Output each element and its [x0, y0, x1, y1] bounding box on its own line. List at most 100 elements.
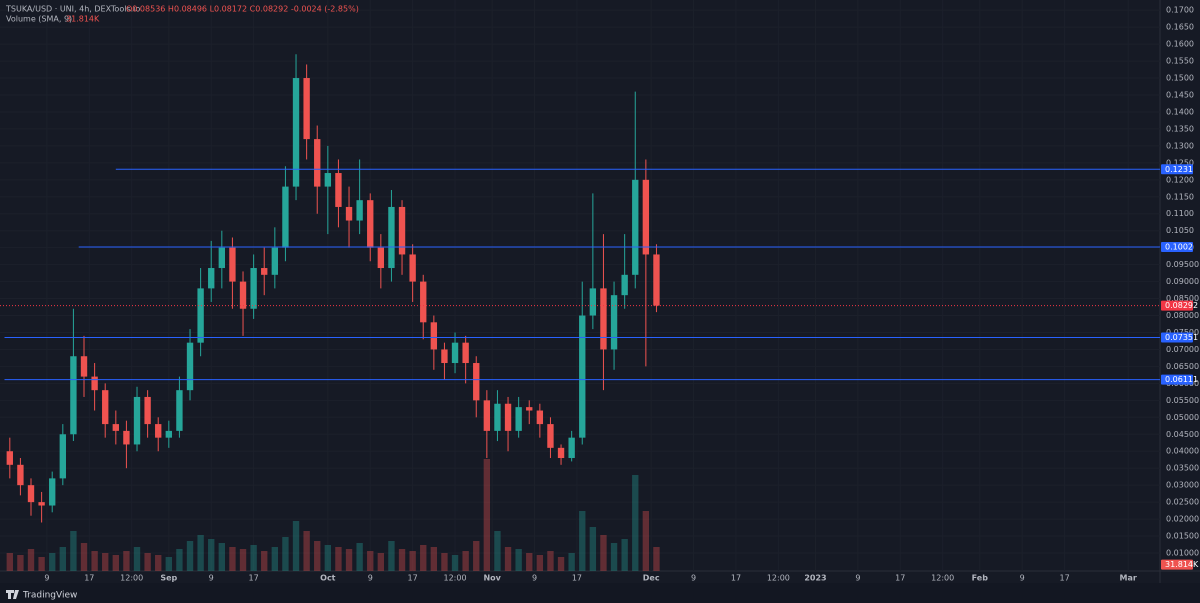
x-tick-label: 9	[209, 574, 214, 583]
volume-bar	[430, 547, 438, 571]
candle-body	[377, 247, 385, 269]
y-tick-label: 0.02000	[1166, 515, 1199, 524]
y-tick-label: 0.08500	[1166, 294, 1199, 303]
volume-bar	[515, 549, 522, 571]
level-label: 0.1231	[1165, 165, 1193, 174]
volume-bar	[186, 541, 194, 571]
ohlc-info: O0.08536 H0.08496 L0.08172 C0.08292 -0.0…	[126, 5, 359, 14]
y-tick-label: 0.1100	[1166, 209, 1194, 218]
volume-bar	[377, 553, 385, 571]
candle-body	[112, 424, 119, 431]
candle-body	[536, 410, 544, 425]
candle-body	[409, 254, 416, 282]
volume-bar	[49, 553, 56, 571]
candle-body	[59, 434, 66, 479]
volume-bar	[632, 475, 639, 571]
y-tick-label: 0.1250	[1166, 158, 1194, 167]
volume-bar	[420, 545, 427, 571]
candle-body	[345, 206, 353, 221]
y-tick-label: 0.06500	[1166, 362, 1199, 371]
candle-body	[123, 430, 130, 445]
x-tick-label: Sep	[160, 574, 177, 583]
candle-body	[282, 186, 289, 248]
last-price-label: 0.08292	[1165, 301, 1198, 310]
volume-bar	[261, 551, 268, 571]
volume-bar	[409, 551, 416, 571]
x-tick-label: 9	[691, 574, 696, 583]
y-tick-label: 0.1050	[1166, 226, 1194, 235]
brand[interactable]: TradingView	[22, 591, 77, 601]
level-label-box	[1161, 241, 1193, 252]
candle-body	[526, 407, 533, 411]
volume-bar	[547, 551, 554, 571]
x-tick-label: Mar	[1120, 574, 1137, 583]
volume-bar	[653, 547, 660, 571]
candle-body	[430, 322, 438, 350]
y-tick-label: 0.1350	[1166, 124, 1194, 133]
candle-body	[642, 179, 650, 255]
symbol-info: TSUKA/USD · UNI, 4h, DEXTools.io	[5, 5, 140, 14]
x-tick-label: Nov	[483, 574, 501, 583]
candle-body	[367, 200, 374, 248]
candle-body	[261, 268, 268, 275]
y-tick-label: 0.02500	[1166, 498, 1199, 507]
candle-body	[388, 206, 395, 269]
volume-bar	[292, 521, 300, 571]
volume-bar	[218, 543, 226, 571]
volume-bar	[239, 549, 247, 571]
volume-bar	[133, 547, 141, 571]
candle-body	[356, 200, 363, 221]
volume-bar	[568, 553, 575, 571]
y-tick-label: 0.1700	[1166, 6, 1194, 15]
x-tick-label: 2023	[804, 574, 826, 583]
x-tick-label: 9	[532, 574, 537, 583]
candle-body	[271, 247, 279, 275]
x-tick-label: 12:00	[444, 574, 467, 583]
y-tick-label: 0.03000	[1166, 481, 1199, 490]
y-tick-label: 0.1550	[1166, 57, 1194, 66]
x-tick-label: 17	[731, 574, 741, 583]
volume-bar	[335, 547, 342, 571]
candle-body	[229, 247, 236, 282]
candle-body	[557, 447, 565, 459]
candle-body	[483, 400, 491, 431]
volume-bar	[610, 543, 618, 571]
level-label: 0.06111	[1165, 375, 1198, 384]
volume-bar	[504, 547, 512, 571]
y-tick-label: 0.1300	[1166, 141, 1194, 150]
candle-body	[197, 288, 204, 343]
candle-body	[441, 349, 448, 364]
volume-bar	[642, 511, 650, 571]
y-tick-label: 0.09000	[1166, 277, 1199, 286]
candle-body	[335, 173, 342, 207]
candle-body	[568, 437, 575, 459]
y-tick-label: 0.09500	[1166, 260, 1199, 269]
candle-body	[292, 78, 300, 187]
volume-bar	[473, 541, 480, 571]
y-tick-label: 0.08000	[1166, 311, 1199, 320]
x-tick-label: 17	[84, 574, 94, 583]
candle-body	[547, 424, 554, 448]
volume-value: 31.814K	[66, 15, 100, 24]
candle-body	[80, 356, 88, 377]
x-tick-label: 12:00	[931, 574, 954, 583]
candle-body	[632, 179, 639, 275]
volume-bar	[282, 537, 289, 571]
volume-bar	[6, 553, 13, 571]
volume-bar	[314, 541, 321, 571]
volume-bar	[621, 539, 628, 571]
level-label-box	[1161, 374, 1193, 385]
candle-body	[579, 315, 586, 438]
x-tick-label: 17	[572, 574, 582, 583]
candle-body	[621, 274, 628, 296]
x-tick-label: 17	[408, 574, 418, 583]
volume-bar	[398, 549, 406, 571]
volume-bar	[144, 553, 151, 571]
volume-sma-box	[1161, 559, 1193, 570]
volume-bar	[451, 555, 459, 571]
volume-bar	[208, 539, 215, 571]
logo-icon	[6, 590, 19, 599]
y-tick-label: 0.07500	[1166, 328, 1199, 337]
